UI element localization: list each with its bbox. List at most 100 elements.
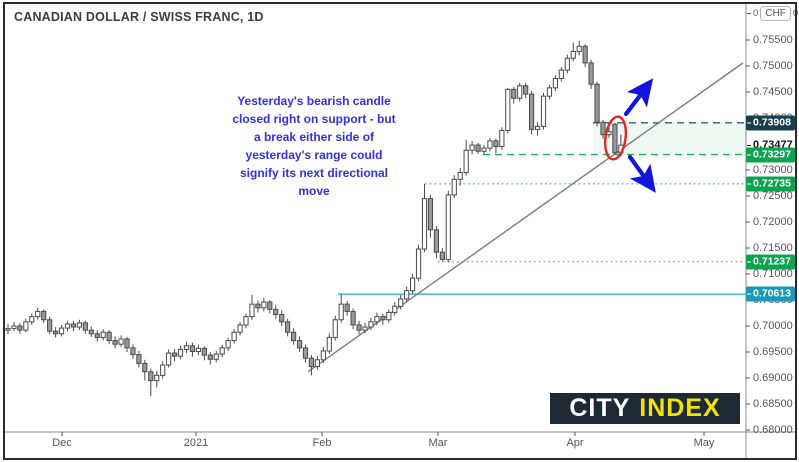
candle: [445, 194, 451, 260]
candle: [160, 364, 166, 376]
candle: [475, 144, 481, 152]
month-label-Mar: Mar: [428, 437, 448, 449]
scale-zero-left: 0: [753, 8, 759, 19]
price-level-badge-0.71237: 0.71237: [746, 254, 795, 270]
candle: [177, 348, 184, 357]
candle: [576, 45, 582, 52]
price-tick-label: 0.69500: [753, 346, 793, 358]
candle: [70, 323, 77, 328]
trendline: [307, 62, 744, 373]
candle: [47, 319, 53, 332]
candle: [600, 121, 606, 136]
candle: [374, 316, 380, 323]
city-index-logo: CITY INDEX: [550, 393, 740, 424]
candle: [463, 149, 469, 174]
candle: [207, 354, 213, 360]
price-tick-label: 0.72500: [753, 190, 793, 202]
candle: [368, 321, 374, 328]
candle: [130, 347, 136, 356]
candle: [421, 198, 428, 250]
candle: [201, 347, 207, 356]
candle: [558, 69, 564, 79]
candle: [11, 325, 17, 330]
candle: [231, 331, 237, 342]
candle: [296, 340, 303, 349]
price-tick-label: 0.75500: [753, 34, 793, 46]
candle: [594, 83, 600, 123]
candle: [404, 290, 410, 300]
candle: [225, 340, 231, 349]
price-level-badge-0.73908: 0.73908: [746, 115, 795, 131]
price-tick-label: 0.73000: [753, 164, 793, 176]
price-tick-label: 0.72000: [753, 216, 793, 228]
price-tick-label: 0.70000: [753, 320, 793, 332]
chart-title: CANADIAN DOLLAR / SWISS FRANC, 1D: [14, 10, 264, 24]
currency-button[interactable]: CHF: [760, 6, 791, 21]
price-level-badge-0.72735: 0.72735: [746, 176, 795, 192]
candle: [23, 321, 29, 331]
candle: [166, 352, 172, 366]
candle: [249, 303, 255, 318]
candle: [427, 198, 434, 231]
candle: [314, 359, 320, 368]
candle: [546, 87, 553, 97]
candle: [273, 308, 279, 316]
candle: [612, 123, 618, 154]
candle: [320, 350, 326, 361]
candle: [148, 371, 154, 382]
candle: [517, 85, 523, 99]
candle: [243, 316, 249, 326]
candle: [285, 321, 291, 333]
candle: [118, 338, 124, 345]
candle: [570, 50, 576, 59]
price-level-badge-0.70613: 0.70613: [746, 286, 795, 302]
candle: [106, 331, 112, 342]
month-label-2021: 2021: [183, 437, 209, 449]
candle: [261, 301, 267, 309]
candle: [279, 314, 285, 323]
candle: [380, 316, 386, 321]
candle: [124, 338, 130, 349]
scale-zero-right: 0: [792, 8, 799, 19]
candle: [88, 329, 94, 335]
candle: [523, 85, 529, 95]
candle: [439, 251, 445, 260]
candle: [469, 144, 475, 151]
candle: [58, 327, 65, 335]
price-tick-label: 0.71000: [753, 268, 793, 280]
candle: [219, 347, 225, 355]
price-tick-label: 0.68000: [753, 424, 793, 436]
candle: [481, 147, 487, 152]
logo-text-index: INDEX: [639, 394, 721, 422]
candle: [142, 362, 148, 373]
price-tick-label: 0.74500: [753, 86, 793, 98]
month-label-May: May: [693, 437, 715, 449]
month-label-Apr: Apr: [566, 437, 584, 449]
annotation-text: Yesterday's bearish candle closed right …: [232, 94, 396, 198]
price-tick-label: 0.75000: [753, 60, 793, 72]
candle: [183, 345, 190, 350]
candle: [64, 323, 71, 329]
candle: [487, 140, 493, 149]
candle: [552, 77, 558, 89]
candle: [237, 324, 243, 333]
candle: [564, 57, 570, 71]
candle: [534, 125, 541, 130]
candle: [82, 322, 88, 331]
candle: [172, 352, 178, 357]
candle: [588, 62, 594, 85]
candle: [291, 331, 297, 342]
price-level-badge-0.73297: 0.73297: [746, 147, 795, 163]
candle: [415, 248, 422, 279]
candle: [356, 324, 362, 331]
candle: [505, 88, 511, 131]
month-label-Feb: Feb: [312, 437, 332, 449]
candle: [362, 326, 368, 331]
candle: [410, 277, 416, 292]
candle: [136, 354, 142, 364]
candles-group: [5, 41, 624, 397]
axis-tick: [747, 13, 751, 14]
candle: [332, 319, 338, 338]
